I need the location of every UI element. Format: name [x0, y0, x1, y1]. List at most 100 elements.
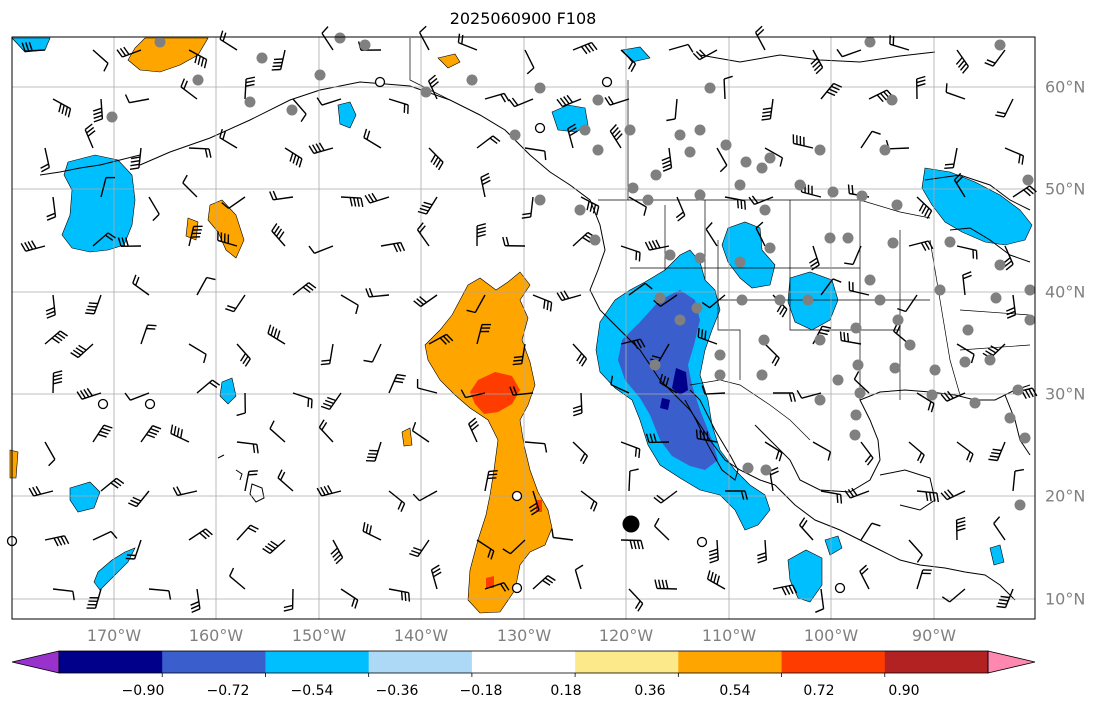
lon-label: 130°W [496, 626, 552, 645]
wind-barb-flag [701, 301, 711, 309]
wind-barb-flag [843, 332, 846, 342]
wind-barb-flag [784, 586, 791, 595]
wind-barb-flag [92, 107, 102, 112]
wind-barb-flag [305, 284, 314, 291]
wind-barb-flag [991, 452, 1001, 455]
wind-barb-flag [740, 199, 743, 210]
wind-barb-flag [146, 327, 156, 330]
wind-barb-flag [704, 330, 707, 340]
wind-barb-flag [349, 197, 353, 207]
station-dot [856, 190, 868, 202]
station-dot [990, 292, 1002, 304]
station-dot [827, 186, 839, 198]
wind-barb [412, 430, 430, 443]
station-dot [1022, 174, 1034, 186]
wind-barb-flag [590, 500, 595, 510]
calm-station-marker [834, 582, 846, 594]
station-dot [1012, 384, 1024, 396]
wind-barb-flag [469, 420, 478, 428]
wind-barb-flag [719, 164, 728, 173]
wind-barb-flag [705, 222, 713, 230]
wind-barb-flag [93, 114, 103, 119]
wind-barb-flag [21, 42, 26, 52]
wind-barb [130, 392, 150, 401]
wind-barb-flag [124, 392, 131, 401]
station-dot [244, 96, 256, 108]
wind-barb-flag [419, 25, 427, 33]
station-dot [1019, 432, 1031, 444]
wind-barb-flag [363, 128, 368, 138]
wind-barb-flag [432, 567, 441, 574]
wind-barb-flag [79, 390, 86, 399]
wind-barb-flag [987, 347, 997, 354]
blue-cam2 [824, 535, 843, 556]
wind-barb-flag [568, 126, 577, 133]
wind-barb-flag [423, 201, 433, 206]
colorbar-segment [265, 651, 370, 673]
wind-barb-flag [762, 111, 772, 114]
wind-barb-flag [240, 353, 247, 362]
wind-barb-flag [630, 63, 637, 73]
wind-barb-flag [307, 398, 310, 408]
station-dot [824, 232, 836, 244]
station-dot [650, 169, 662, 181]
station-dot [879, 144, 891, 156]
wind-barb [92, 49, 109, 64]
wind-barb [1012, 471, 1016, 492]
station-dot [962, 324, 974, 336]
wind-barb-flag [105, 234, 114, 241]
wind-barb-flag [86, 308, 96, 312]
wind-barb [292, 98, 307, 115]
wind-barb-flag [320, 405, 330, 411]
wind-barb [417, 387, 438, 394]
wind-barb-flag [809, 257, 818, 264]
wind-barb-flag [778, 452, 783, 462]
station-dot [154, 36, 166, 48]
wind-barb-flag [692, 52, 701, 61]
colorbar-tick-label: −0.72 [206, 683, 250, 699]
wind-barb-flag [252, 443, 256, 453]
wind-barb-flag [476, 233, 486, 238]
wind-barb-flag [853, 371, 860, 380]
colorbar [11, 650, 1036, 677]
wind-barb-flag [592, 502, 598, 512]
wind-barb-flag [466, 309, 476, 314]
wind-barb [269, 428, 286, 443]
wind-barb-flag [318, 419, 325, 428]
wind-barb-flag [190, 604, 200, 610]
wind-barb-flag [572, 405, 582, 410]
wind-barb-flag [779, 157, 784, 167]
wind-barb-flag [916, 554, 923, 563]
wind-barb-flag [176, 486, 182, 495]
wind-barb-flag [637, 603, 644, 612]
wind-barb-flag [202, 530, 210, 538]
wind-barb-flag [180, 429, 183, 439]
station-dot [691, 302, 703, 314]
wind-barb-flag [757, 552, 767, 557]
wind-barb-flag [229, 567, 235, 577]
wind-barb-flag [844, 262, 854, 266]
blue-cam1 [787, 549, 823, 603]
lon-label: 100°W [803, 626, 859, 645]
wind-barb-flag [543, 299, 546, 309]
wind-barb [905, 294, 918, 312]
navy-baja [672, 368, 688, 395]
wind-barb-flag [457, 33, 461, 43]
wind-barb-flag [432, 156, 439, 166]
wind-barb-flag [709, 559, 719, 564]
wind-barb-flag [412, 493, 421, 502]
wind-barb-flag [124, 94, 130, 103]
wind-barb-flag [60, 536, 66, 545]
station-dot [1004, 412, 1016, 424]
wind-barb-flag [940, 393, 948, 402]
station-dot [694, 189, 706, 201]
wind-barb-flag [826, 91, 836, 97]
wind-barb-flag [836, 48, 843, 58]
wind-barb-flag [522, 212, 532, 216]
wind-barb-flag [930, 403, 935, 413]
wind-barb-flag [761, 114, 771, 118]
wind-barb-flag [487, 477, 497, 480]
wind-barb-flag [832, 278, 842, 283]
wind-barb [628, 196, 647, 208]
wind-barb-flag [655, 239, 661, 249]
